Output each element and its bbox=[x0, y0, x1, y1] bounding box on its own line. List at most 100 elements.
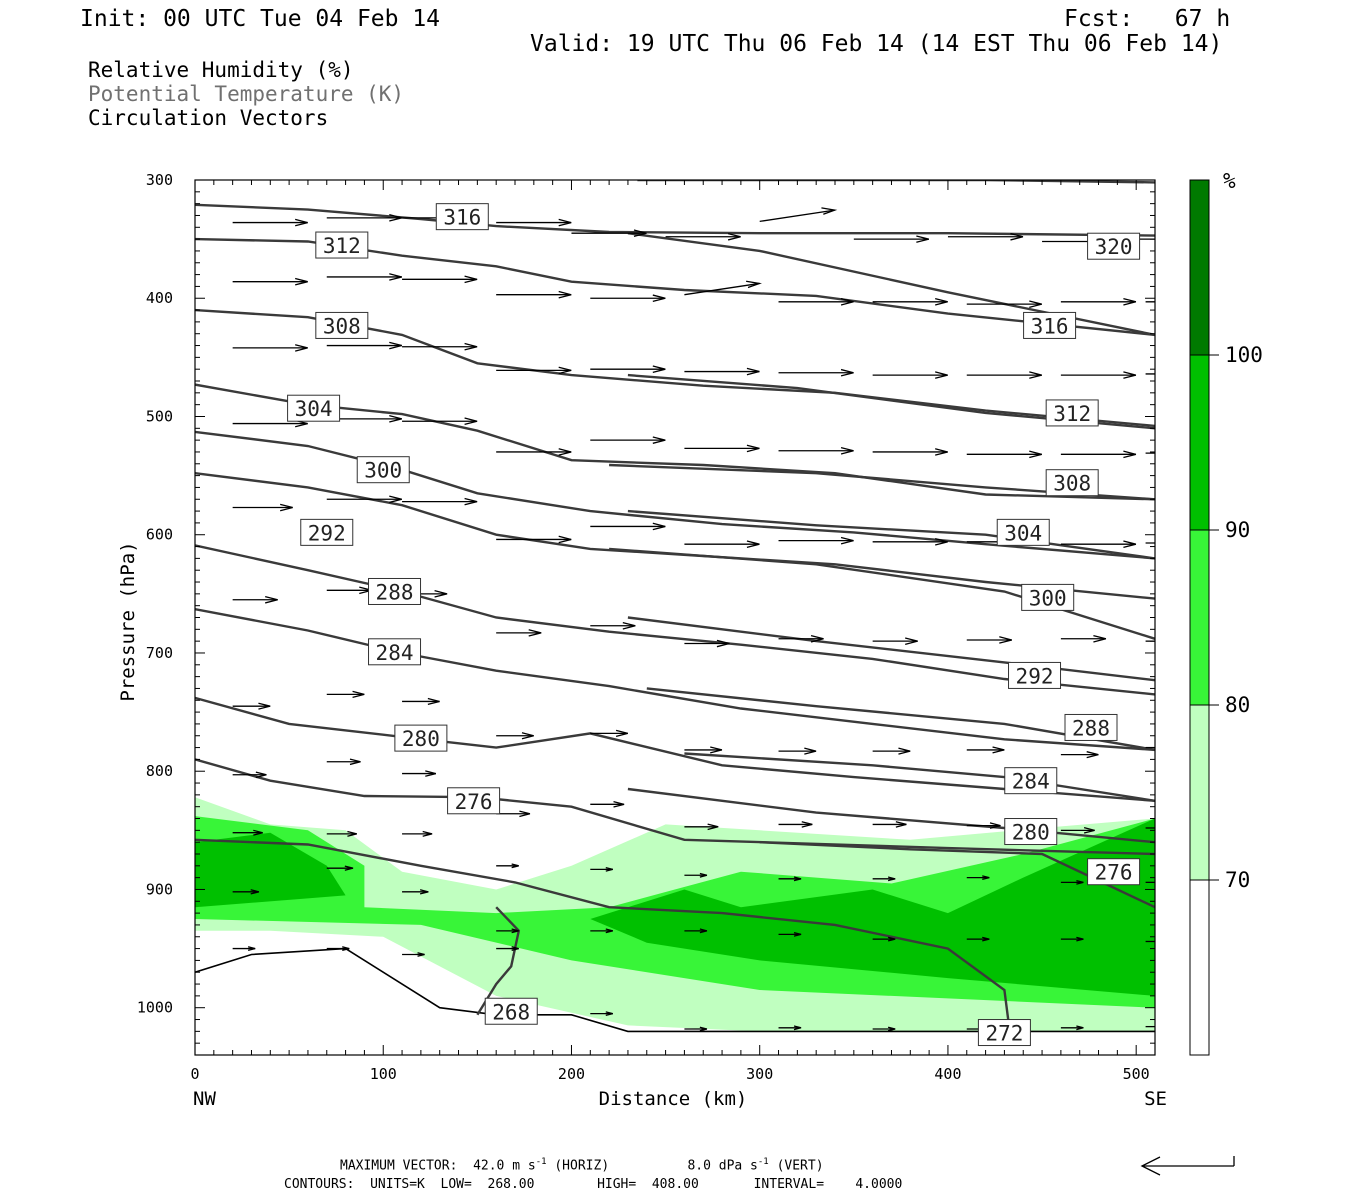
theta-label-304: 304 bbox=[996, 518, 1050, 546]
circulation-vector bbox=[872, 936, 896, 942]
vector-head bbox=[810, 634, 824, 643]
theta-label-280: 280 bbox=[394, 724, 448, 752]
theta-label-text: 288 bbox=[1072, 716, 1110, 740]
vector-head bbox=[253, 829, 263, 836]
colorbar-label: 90 bbox=[1225, 518, 1250, 542]
vector-head bbox=[1155, 940, 1160, 943]
vector-head bbox=[352, 690, 365, 698]
terrain-line bbox=[195, 947, 1155, 1033]
vector-head bbox=[989, 822, 1001, 829]
circulation-vector bbox=[778, 931, 802, 937]
circulation-vector bbox=[326, 273, 402, 281]
vector-head bbox=[746, 280, 762, 289]
vector-head bbox=[652, 294, 666, 303]
vector-head bbox=[887, 876, 896, 882]
circulation-vector bbox=[496, 218, 572, 227]
circulation-vector bbox=[872, 371, 948, 379]
theta-label-text: 304 bbox=[295, 397, 333, 421]
theta-label-304: 304 bbox=[287, 394, 341, 422]
max-vector-horiz: 42.0 m s bbox=[473, 1158, 536, 1174]
vector-head bbox=[1155, 746, 1160, 749]
vector-head bbox=[613, 801, 625, 808]
theta-label-276: 276 bbox=[447, 787, 501, 815]
theta-label-box bbox=[1008, 661, 1062, 689]
theta-contour-280-19 bbox=[627, 787, 1155, 844]
circulation-vector bbox=[684, 746, 723, 754]
vector-head bbox=[258, 702, 271, 710]
circulation-vector bbox=[778, 446, 854, 455]
theta-label-312: 312 bbox=[315, 231, 369, 259]
vector-head bbox=[887, 1026, 896, 1032]
circulation-vector bbox=[966, 822, 1001, 829]
vector-head bbox=[605, 1011, 613, 1017]
vector-head bbox=[840, 297, 854, 306]
circulation-vector bbox=[778, 536, 854, 545]
vector-head bbox=[1123, 297, 1137, 306]
circulation-vector bbox=[402, 275, 478, 284]
circulation-vector bbox=[496, 863, 519, 869]
theta-label-316: 316 bbox=[435, 203, 489, 231]
theta-contour-284-14 bbox=[195, 608, 1155, 752]
vector-head bbox=[389, 415, 402, 423]
vector-head bbox=[935, 538, 948, 546]
vector-head bbox=[1010, 232, 1024, 241]
valid-time: Valid: 19 UTC Thu 06 Feb 14 (14 EST Thu … bbox=[530, 31, 1223, 57]
theta-label-text: 316 bbox=[443, 206, 481, 230]
circulation-vector bbox=[232, 829, 263, 836]
theta-contour-300-11 bbox=[609, 547, 1155, 640]
theta-label-text: 276 bbox=[455, 790, 493, 814]
colorbar-label: 100 bbox=[1225, 343, 1263, 367]
circulation-vector bbox=[402, 952, 425, 957]
theta-label-box bbox=[1045, 469, 1099, 497]
vector-shaft bbox=[759, 209, 835, 223]
circulation-vector bbox=[1060, 936, 1084, 942]
circulation-vector bbox=[402, 497, 478, 506]
vector-head bbox=[1155, 640, 1160, 643]
colorbar-segment-2 bbox=[1190, 530, 1209, 705]
vector-head bbox=[1161, 372, 1168, 376]
vector-head bbox=[935, 371, 948, 379]
circulation-vector bbox=[232, 771, 267, 779]
vector-head bbox=[1161, 541, 1168, 545]
circulation-vector bbox=[402, 770, 436, 777]
circulation-vector bbox=[872, 1026, 896, 1032]
circulation-vector bbox=[1145, 541, 1168, 545]
theta-label-320: 320 bbox=[1087, 232, 1141, 260]
theta-label-box bbox=[977, 1019, 1031, 1047]
circulation-vector bbox=[326, 586, 372, 595]
circulation-vector bbox=[232, 344, 308, 352]
circulation-vector bbox=[496, 366, 572, 375]
vector-head bbox=[605, 866, 613, 872]
vector-head bbox=[1161, 451, 1168, 455]
theta-label-text: 284 bbox=[1012, 770, 1050, 794]
x-tick-label: 300 bbox=[746, 1065, 773, 1083]
circulation-vector bbox=[232, 889, 260, 895]
vector-head bbox=[895, 821, 907, 828]
circulation-vector bbox=[1060, 879, 1084, 885]
x-tick-label: 500 bbox=[1123, 1065, 1150, 1083]
theta-label-box bbox=[368, 577, 422, 605]
vector-head bbox=[427, 697, 440, 706]
vector-head bbox=[295, 277, 308, 286]
vector-head bbox=[840, 446, 854, 455]
theta-contour-272-21 bbox=[195, 838, 1010, 1020]
theta-label-box bbox=[1064, 713, 1118, 741]
vector-head bbox=[746, 367, 760, 376]
circulation-vector bbox=[402, 889, 429, 895]
y-tick-label: 900 bbox=[146, 880, 173, 898]
circulation-vector bbox=[326, 946, 350, 951]
circulation-vector bbox=[1060, 371, 1137, 379]
circulation-vector bbox=[1145, 301, 1155, 303]
vector-head bbox=[464, 342, 478, 351]
theta-label-text: 280 bbox=[402, 727, 440, 751]
plot-area: 316 320 312 316 308 312 304 300 308 292 304 300 288 2… bbox=[195, 180, 1168, 1047]
vector-head bbox=[389, 214, 402, 222]
circulation-vector bbox=[778, 747, 817, 755]
legend-circulation-vectors: Circulation Vectors bbox=[88, 106, 329, 130]
theta-label-text: 284 bbox=[376, 641, 414, 665]
vector-head bbox=[935, 448, 948, 456]
theta-label-box bbox=[484, 997, 538, 1025]
theta-contour-284-17 bbox=[684, 752, 1155, 802]
theta-label-box bbox=[1087, 232, 1141, 260]
